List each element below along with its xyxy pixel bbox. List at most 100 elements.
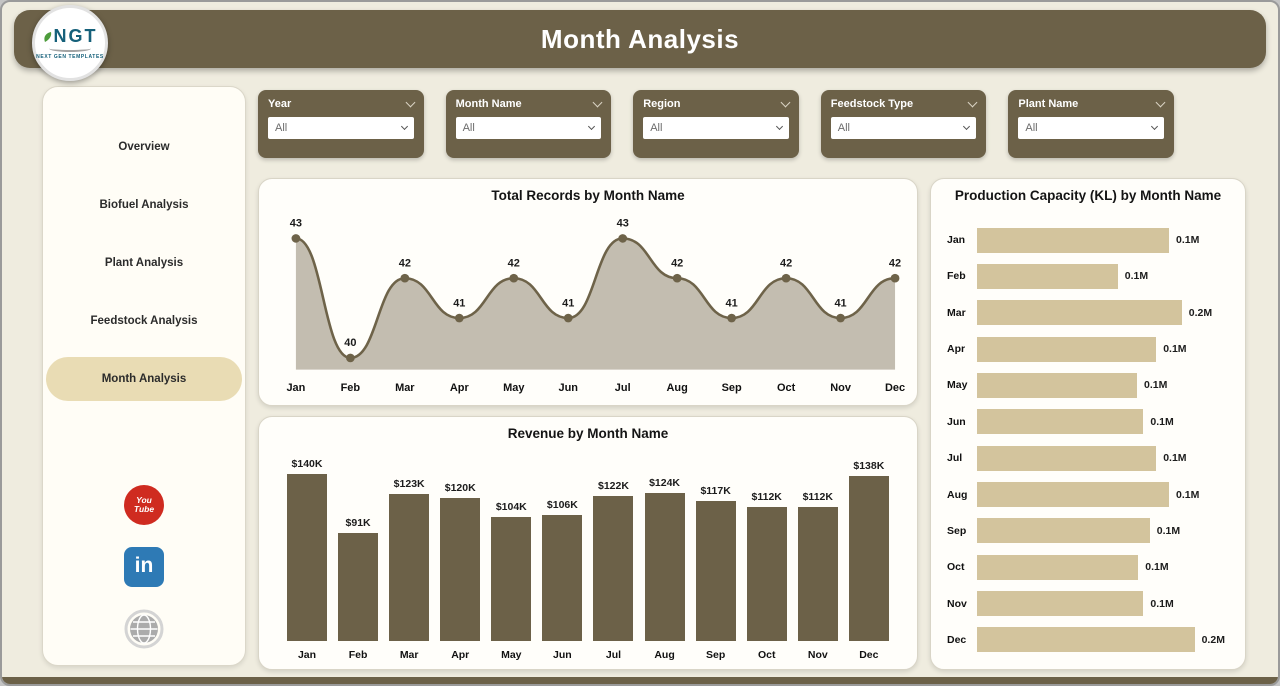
capacity-bar-track: 0.2M — [977, 300, 1233, 326]
capacity-bar-track: 0.1M — [977, 409, 1233, 435]
data-point-apr[interactable] — [454, 313, 464, 323]
revenue-bar-jun[interactable] — [542, 514, 583, 641]
capacity-row-jul: Jul 0.1M — [941, 441, 1233, 475]
sidebar-item-label: Biofuel Analysis — [99, 199, 189, 211]
website-globe-icon[interactable] — [124, 609, 164, 649]
y-axis-label: Sep — [947, 524, 967, 537]
capacity-chart-card: Production Capacity (KL) by Month Name J… — [930, 178, 1246, 670]
filter-dropdown-plant-name[interactable]: All — [1018, 117, 1164, 139]
linkedin-text: in — [134, 553, 154, 577]
capacity-bar-track: 0.1M — [977, 336, 1233, 362]
chevron-down-icon[interactable] — [592, 97, 603, 108]
capacity-bar-oct[interactable] — [977, 554, 1139, 580]
revenue-bar-oct[interactable] — [746, 507, 787, 641]
x-axis-label: Aug — [667, 382, 688, 394]
sidebar: Overview Biofuel Analysis Plant Analysis Fe… — [42, 86, 246, 666]
capacity-bar-may[interactable] — [977, 372, 1137, 398]
revenue-bar-group-oct: $112K — [746, 451, 787, 641]
point-value-label: 43 — [617, 218, 629, 230]
revenue-bar-aug[interactable] — [644, 493, 685, 641]
youtube-text: You — [136, 494, 152, 505]
x-axis-label: Feb — [341, 382, 361, 394]
capacity-bar-mar[interactable] — [977, 300, 1182, 326]
data-point-mar[interactable] — [400, 273, 410, 283]
bar-value-label: 0.2M — [1188, 306, 1213, 319]
capacity-bar-track: 0.2M — [977, 627, 1233, 653]
data-point-aug[interactable] — [672, 273, 682, 283]
filter-dropdown-region[interactable]: All — [643, 117, 789, 139]
capacity-bar-jan[interactable] — [977, 227, 1169, 253]
filter-dropdown-month-name[interactable]: All — [455, 117, 602, 139]
data-point-oct[interactable] — [781, 273, 791, 283]
x-axis-label: Jan — [286, 382, 305, 394]
sidebar-item-label: Overview — [118, 141, 170, 153]
area-fill — [295, 238, 896, 370]
youtube-text: Tube — [133, 504, 155, 514]
revenue-bar-nov[interactable] — [797, 507, 838, 641]
capacity-bar-jul[interactable] — [977, 445, 1157, 471]
capacity-bar-sep[interactable] — [977, 518, 1150, 544]
revenue-bar-dec[interactable] — [848, 476, 889, 641]
capacity-row-dec: Dec 0.2M — [941, 623, 1233, 657]
filter-selected-value: All — [1025, 122, 1038, 134]
revenue-bar-group-apr: $120K — [440, 451, 481, 641]
filter-label: Region — [643, 98, 681, 110]
youtube-icon[interactable]: You Tube — [124, 485, 164, 525]
chevron-down-icon[interactable] — [780, 97, 791, 108]
logo-subtext: NEXT GEN TEMPLATES — [36, 54, 104, 60]
bar-value-label: 0.1M — [1145, 561, 1169, 574]
revenue-bar-apr[interactable] — [440, 497, 481, 641]
capacity-row-aug: Aug 0.1M — [941, 478, 1233, 512]
bar-value-label: 0.1M — [1150, 415, 1174, 428]
capacity-bar-nov[interactable] — [977, 591, 1144, 617]
linkedin-icon[interactable]: in — [124, 547, 164, 587]
data-point-sep[interactable] — [727, 313, 737, 323]
revenue-bar-jan[interactable] — [287, 474, 327, 641]
capacity-bar-aug[interactable] — [977, 482, 1169, 508]
bar-value-label: $91K — [345, 516, 371, 529]
revenue-bar-group-jul: $122K — [593, 451, 634, 641]
x-axis-label: Jul — [615, 382, 631, 394]
revenue-bar-sep[interactable] — [695, 501, 736, 641]
data-point-feb[interactable] — [345, 353, 355, 363]
chevron-down-icon — [775, 122, 783, 131]
filter-dropdown-feedstock-type[interactable]: All — [830, 117, 977, 139]
filter-header: Year — [268, 97, 416, 110]
data-point-jan[interactable] — [291, 234, 301, 243]
revenue-bar-may[interactable] — [491, 516, 532, 641]
chevron-down-icon[interactable] — [967, 97, 978, 108]
sidebar-item-biofuel-analysis[interactable]: Biofuel Analysis — [46, 183, 242, 227]
filter-dropdown-year[interactable]: All — [268, 117, 414, 139]
data-point-nov[interactable] — [836, 313, 845, 323]
chevron-down-icon[interactable] — [1155, 97, 1166, 108]
capacity-bar-jun[interactable] — [977, 409, 1144, 435]
revenue-bar-feb[interactable] — [338, 532, 379, 641]
x-axis-label: Jan — [297, 649, 317, 661]
x-axis-label: May — [503, 382, 524, 394]
capacity-bar-feb[interactable] — [977, 263, 1118, 289]
y-axis-label: Jul — [947, 452, 963, 465]
data-point-jun[interactable] — [563, 313, 573, 323]
data-point-jul[interactable] — [618, 234, 628, 243]
capacity-bar-apr[interactable] — [977, 336, 1157, 362]
filter-header: Feedstock Type — [831, 97, 978, 110]
filter-label: Month Name — [455, 98, 522, 110]
records-chart-title: Total Records by Month Name — [491, 188, 685, 203]
revenue-bar-jul[interactable] — [593, 495, 634, 641]
revenue-bar-group-feb: $91K — [338, 451, 379, 641]
sidebar-item-overview[interactable]: Overview — [46, 125, 242, 169]
chevron-down-icon[interactable] — [405, 97, 416, 108]
data-point-may[interactable] — [509, 273, 519, 283]
data-point-dec[interactable] — [890, 273, 900, 283]
capacity-bar-dec[interactable] — [977, 627, 1195, 653]
revenue-bar-mar[interactable] — [389, 494, 430, 641]
point-value-label: 42 — [780, 258, 792, 270]
bar-value-label: 0.1M — [1163, 343, 1187, 356]
filter-selected-value: All — [837, 122, 851, 134]
revenue-bar-group-jan: $140K — [287, 451, 327, 641]
sidebar-item-feedstock-analysis[interactable]: Feedstock Analysis — [46, 299, 242, 343]
sidebar-item-plant-analysis[interactable]: Plant Analysis — [46, 241, 242, 285]
sidebar-item-month-analysis[interactable]: Month Analysis — [46, 357, 242, 401]
page-title: Month Analysis — [540, 23, 740, 54]
bar-value-label: $122K — [597, 479, 629, 492]
